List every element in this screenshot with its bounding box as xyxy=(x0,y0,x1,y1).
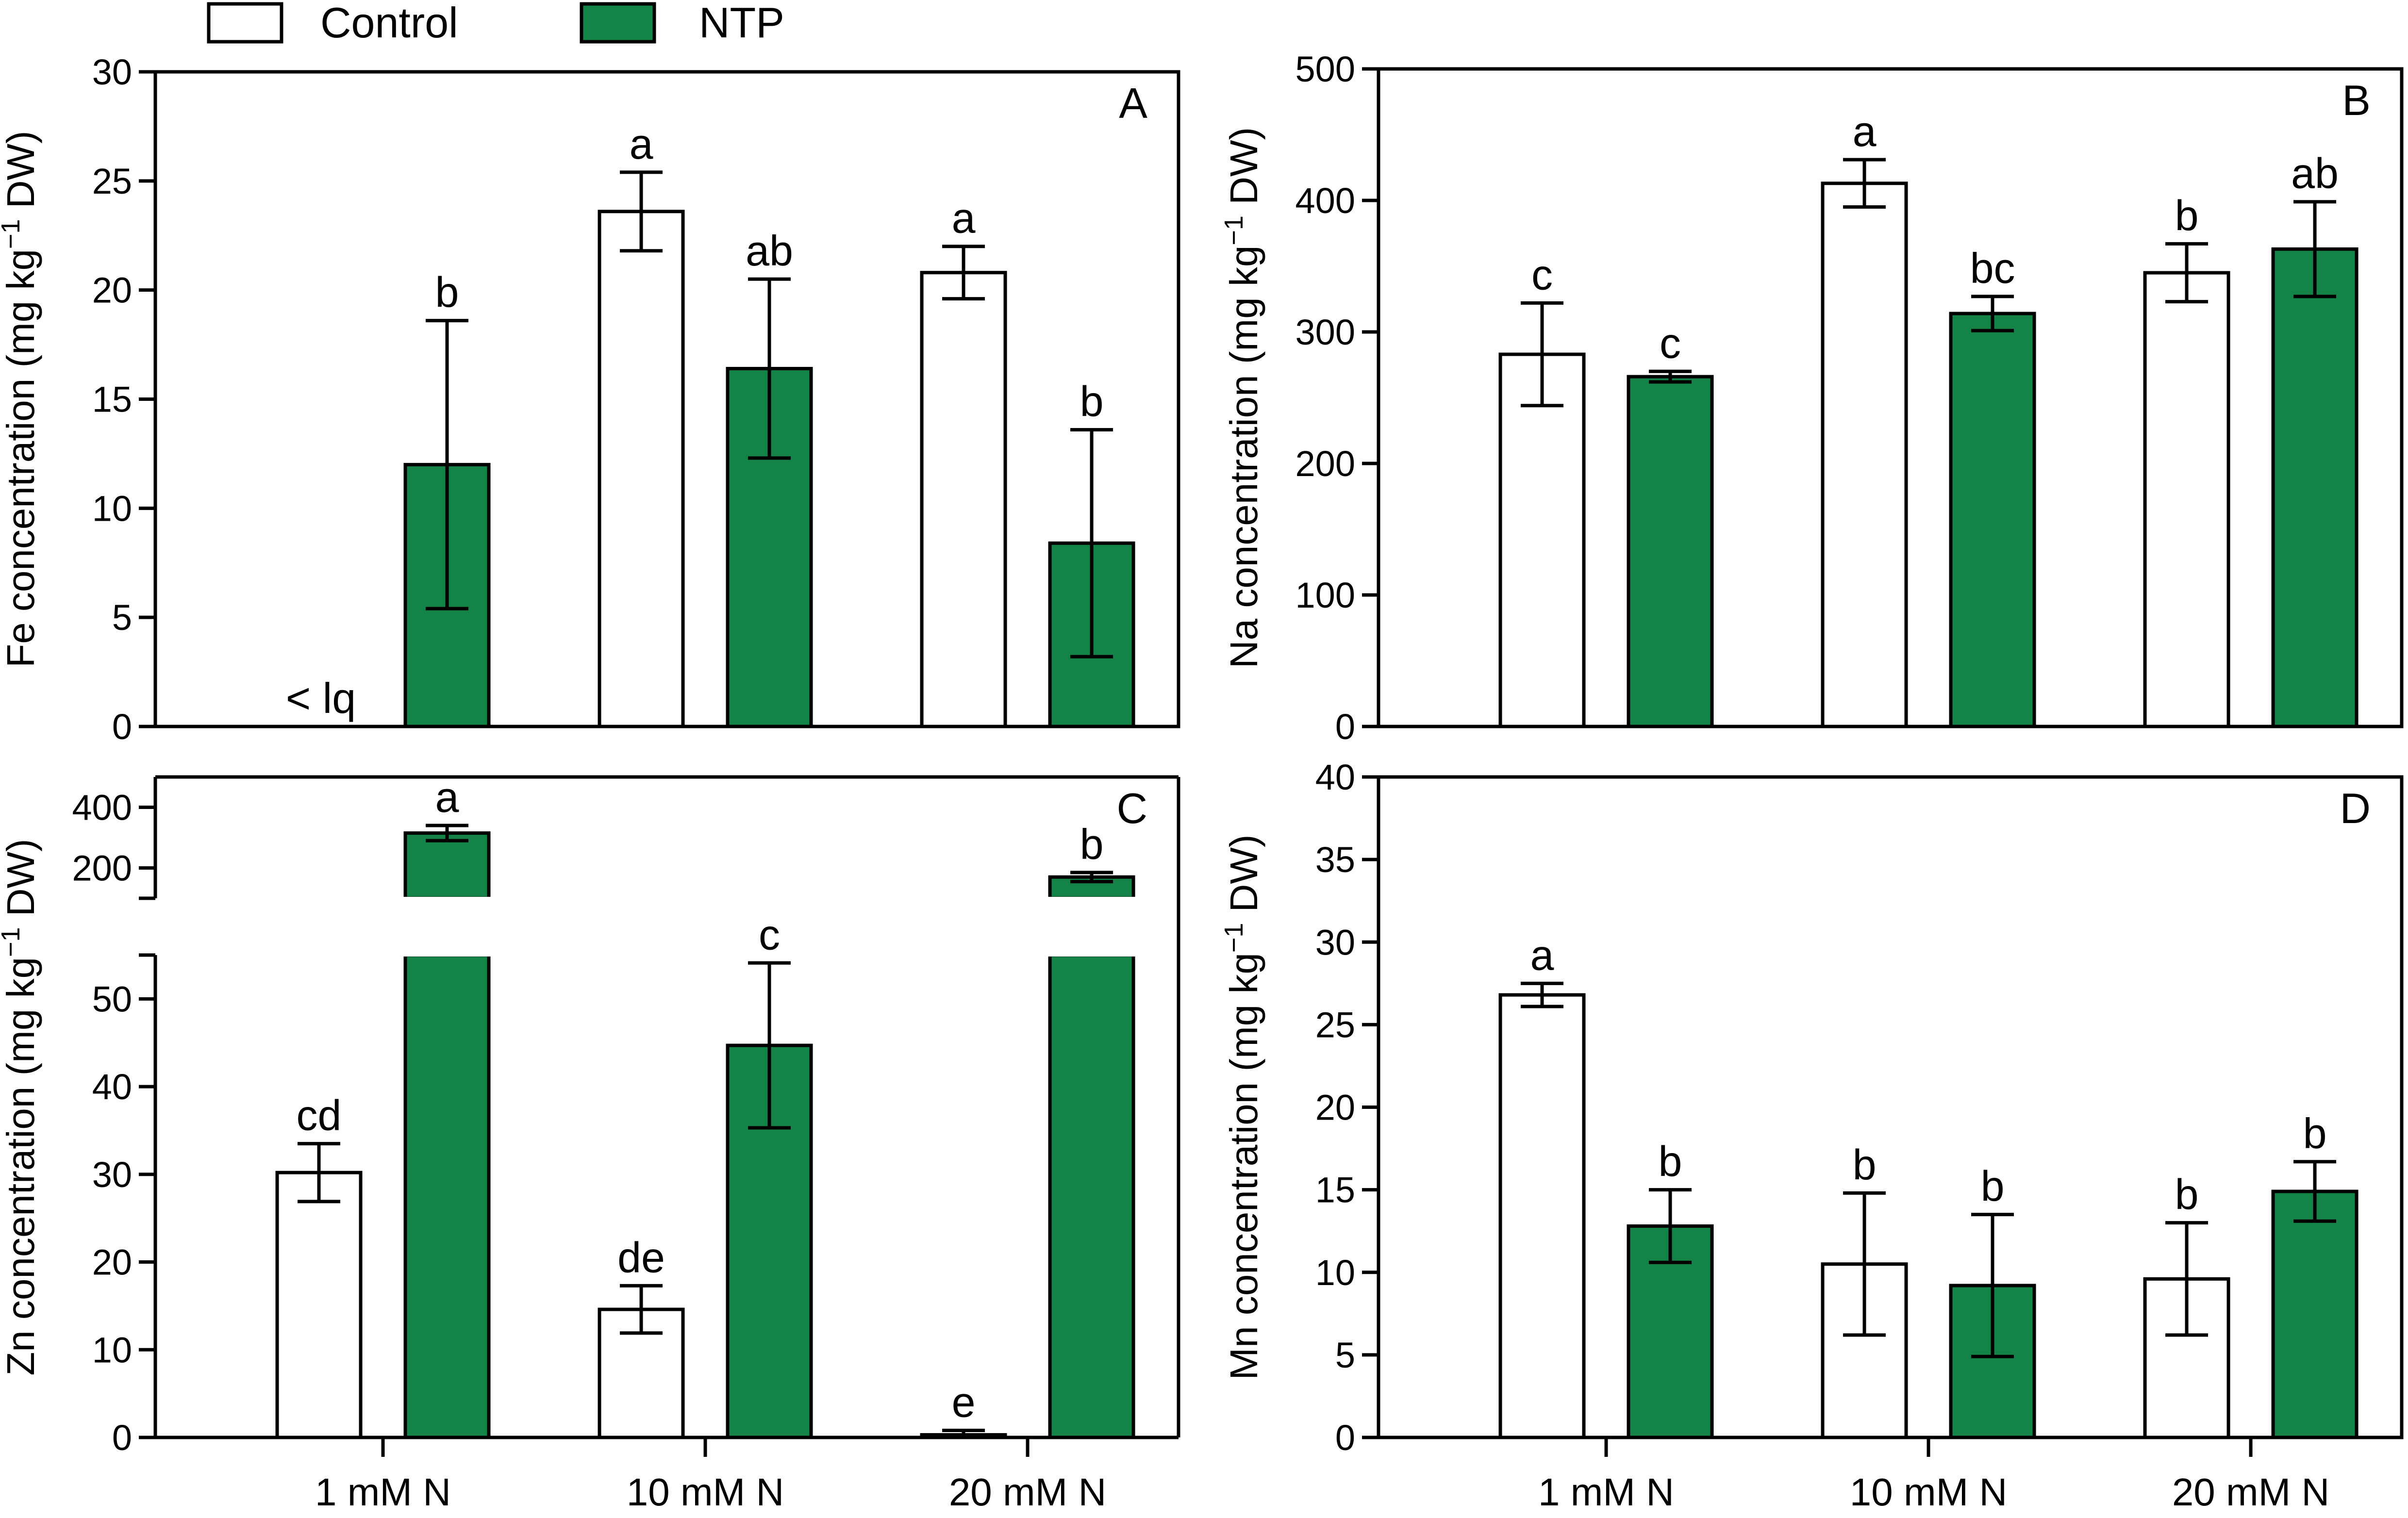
y-tick-label: 300 xyxy=(1295,312,1355,352)
y-tick-label: 30 xyxy=(1315,922,1355,962)
bar-ntp xyxy=(1949,312,2036,728)
significance-letter: a xyxy=(952,194,976,242)
plots: 0 5 10 15 20 25 30 Fe concentration (mg kg−1 DW… xyxy=(0,49,2404,1514)
y-tick-label: 10 xyxy=(92,488,132,528)
bar-control xyxy=(275,1171,363,1439)
legend: Control NTP xyxy=(207,0,784,47)
significance-letter: a xyxy=(630,120,653,168)
y-tick-label: 50 xyxy=(92,979,132,1019)
y-tick-label: 40 xyxy=(1315,757,1355,797)
y-tick-label: 200 xyxy=(1295,444,1355,484)
y-tick-label: 20 xyxy=(1315,1088,1355,1128)
significance-letter: b xyxy=(2175,191,2199,239)
y-tick-label: 20 xyxy=(92,270,132,311)
y-tick-label: 20 xyxy=(92,1242,132,1283)
y-tick-label: 15 xyxy=(92,380,132,420)
legend-label-control: Control xyxy=(320,0,458,47)
legend-item-ntp: NTP xyxy=(580,0,784,47)
bar-control xyxy=(598,210,685,728)
significance-letter: e xyxy=(952,1378,976,1426)
legend-label-ntp: NTP xyxy=(699,0,784,47)
y-tick-label: 15 xyxy=(1315,1170,1355,1210)
y-tick-label: 40 xyxy=(92,1067,132,1107)
significance-letter: de xyxy=(617,1233,665,1281)
y-tick-label: 30 xyxy=(92,1155,132,1195)
bar-ntp xyxy=(1048,953,1135,1439)
bar-control xyxy=(1498,352,1586,728)
y-axis-label: Mn concentration (mg kg−1 DW) xyxy=(1219,834,1265,1380)
significance-letter: b xyxy=(2175,1171,2199,1219)
x-tick-label: 20 mM N xyxy=(2172,1470,2330,1514)
y-tick-label: 400 xyxy=(1295,181,1355,221)
y-axis-label: Zn concentration (mg kg−1 DW) xyxy=(0,839,42,1375)
panel-b: 0 100 200 300 400 500 Na concentration (mg kg−… xyxy=(1219,49,2404,747)
significance-letter: b xyxy=(1981,1162,2005,1210)
significance-letter: b xyxy=(1853,1140,1877,1188)
significance-letter: a xyxy=(1530,931,1554,979)
significance-letter: bc xyxy=(1970,244,2015,292)
y-tick-label: 10 xyxy=(92,1330,132,1370)
y-tick-label: 35 xyxy=(1315,840,1355,880)
bar-ntp xyxy=(2271,1189,2358,1439)
x-tick-label: 10 mM N xyxy=(627,1470,784,1514)
legend-swatch-control xyxy=(207,2,283,44)
y-axis-label: Fe concentration (mg kg−1 DW) xyxy=(0,131,42,667)
bar-control xyxy=(920,271,1007,728)
x-tick-label: 20 mM N xyxy=(949,1470,1107,1514)
significance-letter: ab xyxy=(746,227,793,275)
bar-ntp-upper xyxy=(403,831,491,900)
significance-letter: a xyxy=(1853,107,1877,155)
legend-item-control: Control xyxy=(207,0,458,47)
panel-c: 0 10 20 30 40 50 200 400 Zn concentration (mg kg… xyxy=(0,773,1180,1514)
y-tick-label: 30 xyxy=(92,52,132,92)
significance-letter: b xyxy=(435,268,459,316)
panel-a: 0 5 10 15 20 25 30 Fe concentration (mg kg−1 DW… xyxy=(0,52,1180,747)
axis-break-gap xyxy=(1047,897,1137,957)
y-tick-label: 0 xyxy=(112,1418,132,1458)
significance-letter: c xyxy=(759,910,780,958)
y-tick-label: 5 xyxy=(1335,1335,1355,1375)
y-tick-label: 400 xyxy=(72,788,132,828)
y-tick-label: 100 xyxy=(1295,575,1355,615)
significance-letter: c xyxy=(1660,319,1681,367)
significance-letter: b xyxy=(1659,1138,1682,1186)
y-tick-label: 25 xyxy=(92,161,132,201)
bar-ntp xyxy=(403,953,491,1439)
x-tick-label: 1 mM N xyxy=(315,1470,451,1514)
bar-ntp xyxy=(1627,375,1714,728)
significance-letter: ab xyxy=(2291,149,2339,198)
axis-break-gap xyxy=(402,897,492,957)
significance-letter: cd xyxy=(297,1091,342,1139)
y-axis-label: Na concentration (mg kg−1 DW) xyxy=(1219,127,1265,668)
panel-label: B xyxy=(2342,76,2371,124)
significance-letter: b xyxy=(1080,820,1104,868)
bar-control xyxy=(2143,271,2230,728)
significance-letter: a xyxy=(435,773,459,821)
bar-control xyxy=(1821,182,1908,728)
panel-label: A xyxy=(1119,79,1147,127)
below-lq-annotation: < lq xyxy=(286,674,356,722)
y-tick-label: 0 xyxy=(1335,1418,1355,1458)
significance-letter: c xyxy=(1531,250,1553,298)
y-tick-label: 5 xyxy=(112,597,132,638)
y-tick-label: 25 xyxy=(1315,1005,1355,1045)
legend-swatch-ntp xyxy=(580,2,656,44)
y-tick-label: 500 xyxy=(1295,49,1355,89)
panel-label: D xyxy=(2340,784,2371,832)
panel-d: 0 5 10 15 20 25 30 35 40 Mn concentration (mg kg−… xyxy=(1219,757,2404,1514)
x-tick-label: 1 mM N xyxy=(1538,1470,1674,1514)
y-tick-label: 0 xyxy=(1335,707,1355,747)
y-tick-label: 200 xyxy=(72,848,132,889)
panel-label: C xyxy=(1116,784,1147,832)
significance-letter: b xyxy=(2303,1109,2327,1157)
y-tick-label: 10 xyxy=(1315,1253,1355,1293)
bar-ntp xyxy=(2271,247,2358,728)
y-tick-label: 0 xyxy=(112,707,132,747)
significance-letter: b xyxy=(1080,377,1104,425)
bar-control xyxy=(1498,993,1586,1439)
x-tick-label: 10 mM N xyxy=(1850,1470,2008,1514)
